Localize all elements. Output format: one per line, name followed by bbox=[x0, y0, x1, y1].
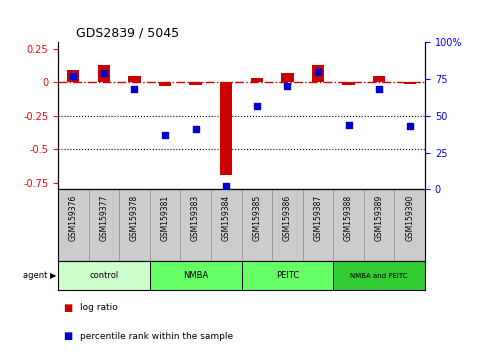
Text: GSM159381: GSM159381 bbox=[160, 195, 170, 241]
Bar bbox=[220, 82, 232, 175]
Bar bbox=[373, 76, 385, 82]
Point bbox=[222, 183, 230, 189]
Bar bbox=[342, 82, 355, 85]
Bar bbox=[333, 261, 425, 290]
Point bbox=[130, 87, 138, 92]
Text: GSM159384: GSM159384 bbox=[222, 195, 231, 241]
Bar bbox=[251, 79, 263, 82]
Text: GSM159385: GSM159385 bbox=[252, 195, 261, 241]
Point bbox=[284, 84, 291, 89]
Text: GDS2839 / 5045: GDS2839 / 5045 bbox=[76, 27, 180, 40]
Point bbox=[192, 126, 199, 132]
Bar bbox=[98, 65, 110, 82]
Text: GSM159387: GSM159387 bbox=[313, 195, 323, 241]
Bar bbox=[67, 70, 79, 82]
Bar bbox=[312, 65, 324, 82]
Bar bbox=[404, 82, 416, 84]
Point bbox=[70, 73, 77, 79]
Text: GSM159388: GSM159388 bbox=[344, 195, 353, 241]
Point bbox=[161, 132, 169, 138]
Text: GSM159376: GSM159376 bbox=[69, 195, 78, 241]
Bar bbox=[242, 261, 333, 290]
Text: ■: ■ bbox=[63, 331, 72, 341]
Text: ■: ■ bbox=[63, 303, 72, 313]
Point bbox=[406, 123, 413, 129]
Text: GSM159386: GSM159386 bbox=[283, 195, 292, 241]
Bar bbox=[189, 82, 202, 85]
Text: NMBA and PEITC: NMBA and PEITC bbox=[350, 273, 408, 279]
Point bbox=[253, 103, 261, 108]
Text: GSM159383: GSM159383 bbox=[191, 195, 200, 241]
Text: log ratio: log ratio bbox=[80, 303, 117, 313]
Text: GSM159389: GSM159389 bbox=[375, 195, 384, 241]
Text: percentile rank within the sample: percentile rank within the sample bbox=[80, 332, 233, 341]
Point bbox=[100, 70, 108, 76]
Text: GSM159390: GSM159390 bbox=[405, 195, 414, 241]
Text: NMBA: NMBA bbox=[183, 271, 208, 280]
Bar bbox=[150, 261, 242, 290]
Bar bbox=[281, 73, 294, 82]
Bar bbox=[58, 261, 150, 290]
Point bbox=[345, 122, 353, 127]
Point bbox=[375, 87, 383, 92]
Bar bbox=[128, 76, 141, 82]
Text: GSM159377: GSM159377 bbox=[99, 195, 108, 241]
Text: control: control bbox=[89, 271, 118, 280]
Text: GSM159378: GSM159378 bbox=[130, 195, 139, 241]
Text: PEITC: PEITC bbox=[276, 271, 299, 280]
Text: agent ▶: agent ▶ bbox=[23, 271, 57, 280]
Bar bbox=[159, 82, 171, 86]
Point bbox=[314, 69, 322, 75]
